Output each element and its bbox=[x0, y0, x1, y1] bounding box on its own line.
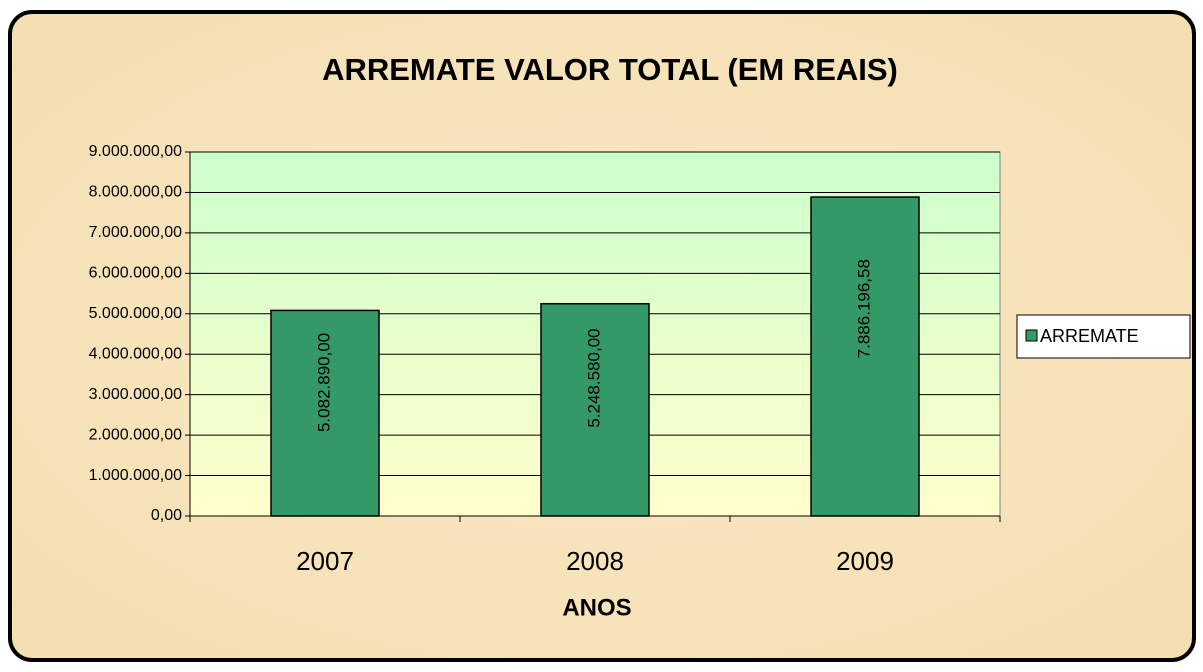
x-tick-label: 2008 bbox=[566, 546, 624, 576]
y-tick-label: 8.000.000,00 bbox=[89, 184, 183, 201]
x-tick-label: 2007 bbox=[296, 546, 354, 576]
chart-title: ARREMATE VALOR TOTAL (EM REAIS) bbox=[322, 52, 898, 87]
y-tick-label: 3.000.000,00 bbox=[89, 386, 183, 403]
x-tick-label: 2009 bbox=[836, 546, 894, 576]
y-tick-label: 2.000.000,00 bbox=[89, 426, 183, 443]
data-label: 7.886.196,58 bbox=[854, 259, 873, 358]
y-tick-label: 7.000.000,00 bbox=[89, 224, 183, 241]
y-tick-label: 4.000.000,00 bbox=[89, 345, 183, 362]
y-tick-label: 5.000.000,00 bbox=[89, 305, 183, 322]
bar bbox=[810, 196, 920, 517]
data-label: 5.082.890,00 bbox=[314, 333, 333, 432]
y-tick-label: 9.000.000,00 bbox=[89, 143, 183, 160]
y-tick-label: 1.000.000,00 bbox=[89, 467, 183, 484]
data-label: 5.248.580,00 bbox=[584, 328, 603, 427]
legend bbox=[1016, 314, 1191, 359]
legend-swatch bbox=[1025, 329, 1038, 342]
x-axis-label: ANOS bbox=[562, 594, 631, 621]
legend-label: ARREMATE bbox=[1040, 326, 1139, 346]
bar bbox=[270, 309, 380, 517]
y-tick-label: 6.000.000,00 bbox=[89, 265, 183, 282]
y-tick-label: 0,00 bbox=[151, 507, 182, 524]
bar bbox=[540, 302, 650, 517]
